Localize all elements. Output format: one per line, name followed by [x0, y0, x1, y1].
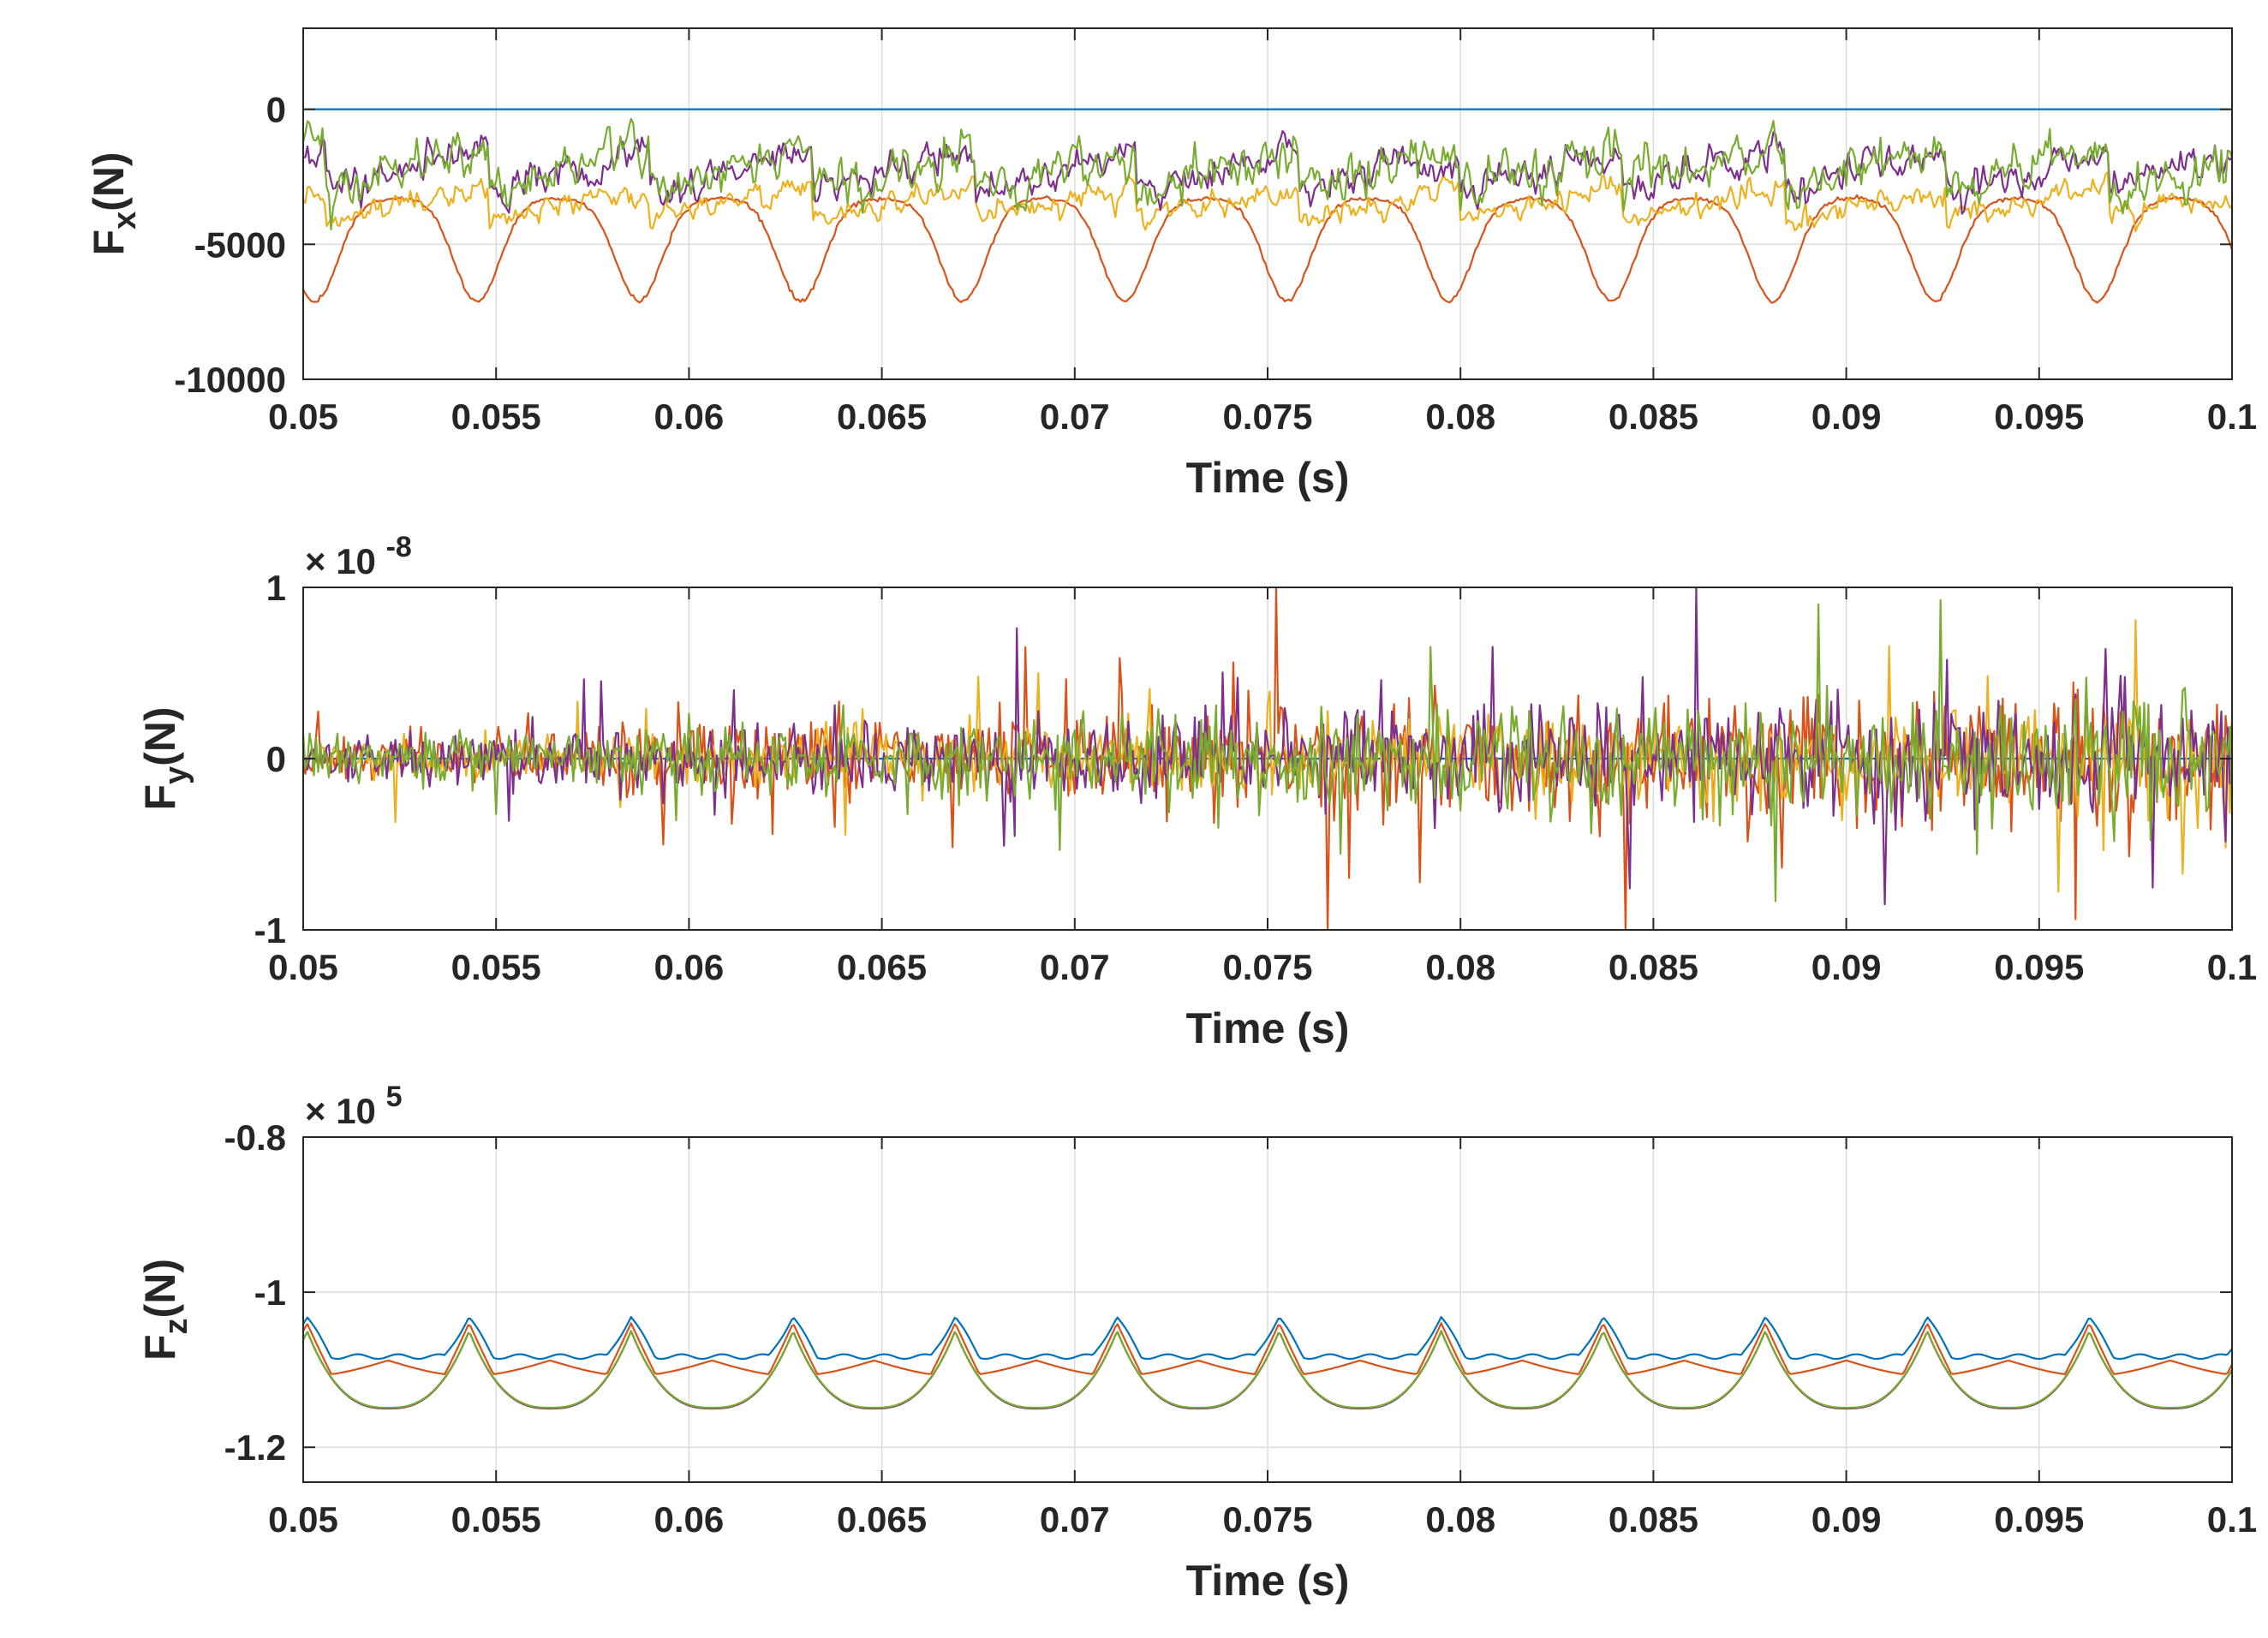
series-line-blue: [303, 1316, 2232, 1361]
xtick-label: 0.085: [1608, 396, 1698, 437]
xtick-label: 0.055: [451, 396, 541, 437]
xtick-label: 0.055: [451, 947, 541, 987]
xtick-label: 0.085: [1608, 1499, 1698, 1540]
xtick-label: 0.075: [1222, 396, 1312, 437]
xtick-label: 0.1: [2207, 1499, 2257, 1540]
xtick-label: 0.09: [1811, 947, 1882, 987]
xtick-label: 0.05: [268, 1499, 338, 1540]
series-line-purple: [303, 130, 2232, 215]
series-line-red: [303, 194, 2232, 304]
xtick-label: 0.08: [1425, 396, 1495, 437]
xtick-label: 0.055: [451, 1499, 541, 1540]
series-group: [303, 108, 2232, 304]
series-group: [303, 1316, 2232, 1410]
xtick-label: 0.065: [837, 947, 927, 987]
xtick-label: 0.08: [1425, 947, 1495, 987]
axis-multiplier: × 10 5: [305, 1081, 403, 1131]
xtick-label: 0.05: [268, 947, 338, 987]
ytick-label: 0: [266, 739, 286, 779]
xtick-label: 0.065: [837, 396, 927, 437]
xtick-label: 0.085: [1608, 947, 1698, 987]
series-line-green: [303, 599, 2232, 902]
panel-fz: 0.05 0.055 0.06 0.065 0.07 0.075 0.08 0.085 0.09…: [136, 1081, 2257, 1605]
series-line-green: [303, 1330, 2232, 1409]
ytick-label: -0.8: [224, 1117, 286, 1158]
xtick-label: 0.06: [654, 947, 725, 987]
xtick-label: 0.06: [654, 396, 725, 437]
ytick-label: -10000: [174, 360, 286, 400]
xtick-label: 0.075: [1222, 947, 1312, 987]
ytick-label: -1: [254, 1272, 286, 1313]
xtick-label: 0.1: [2207, 396, 2257, 437]
xtick-label: 0.065: [837, 1499, 927, 1540]
y-axis-label: Fy(N): [136, 706, 194, 810]
xtick-label: 0.09: [1811, 396, 1882, 437]
series-line-red: [303, 1322, 2232, 1375]
y-axis-label: Fx(N): [85, 152, 143, 255]
xtick-label: 0.095: [1994, 1499, 2084, 1540]
xtick-label: 0.07: [1040, 396, 1110, 437]
ytick-label: -1.2: [224, 1427, 286, 1468]
x-axis-label: Time (s): [1186, 454, 1350, 502]
series-line-yellow: [303, 170, 2232, 233]
series-line-green: [303, 117, 2232, 231]
panel-fy: 0.05 0.055 0.06 0.065 0.07 0.075 0.08 0.085 0.09…: [136, 531, 2257, 1052]
ytick-label: 1: [266, 568, 286, 608]
xtick-label: 0.1: [2207, 947, 2257, 987]
panel-fx: 0.05 0.055 0.06 0.065 0.07 0.075 0.08 0.085 0.09…: [85, 27, 2257, 502]
xtick-label: 0.095: [1994, 396, 2084, 437]
xtick-label: 0.07: [1040, 1499, 1110, 1540]
axis-multiplier: × 10 -8: [305, 531, 412, 581]
xtick-label: 0.07: [1040, 947, 1110, 987]
x-axis-label: Time (s): [1186, 1557, 1350, 1605]
x-axis-label: Time (s): [1186, 1004, 1350, 1052]
xtick-label: 0.075: [1222, 1499, 1312, 1540]
xtick-label: 0.05: [268, 396, 338, 437]
xtick-label: 0.09: [1811, 1499, 1882, 1540]
xtick-label: 0.06: [654, 1499, 725, 1540]
ytick-label: -1: [254, 910, 286, 950]
xtick-label: 0.095: [1994, 947, 2084, 987]
series-group: [303, 587, 2232, 930]
xtick-label: 0.08: [1425, 1499, 1495, 1540]
y-axis-label: Fz(N): [136, 1259, 194, 1361]
ytick-label: -5000: [194, 224, 286, 265]
ytick-label: 0: [266, 90, 286, 130]
